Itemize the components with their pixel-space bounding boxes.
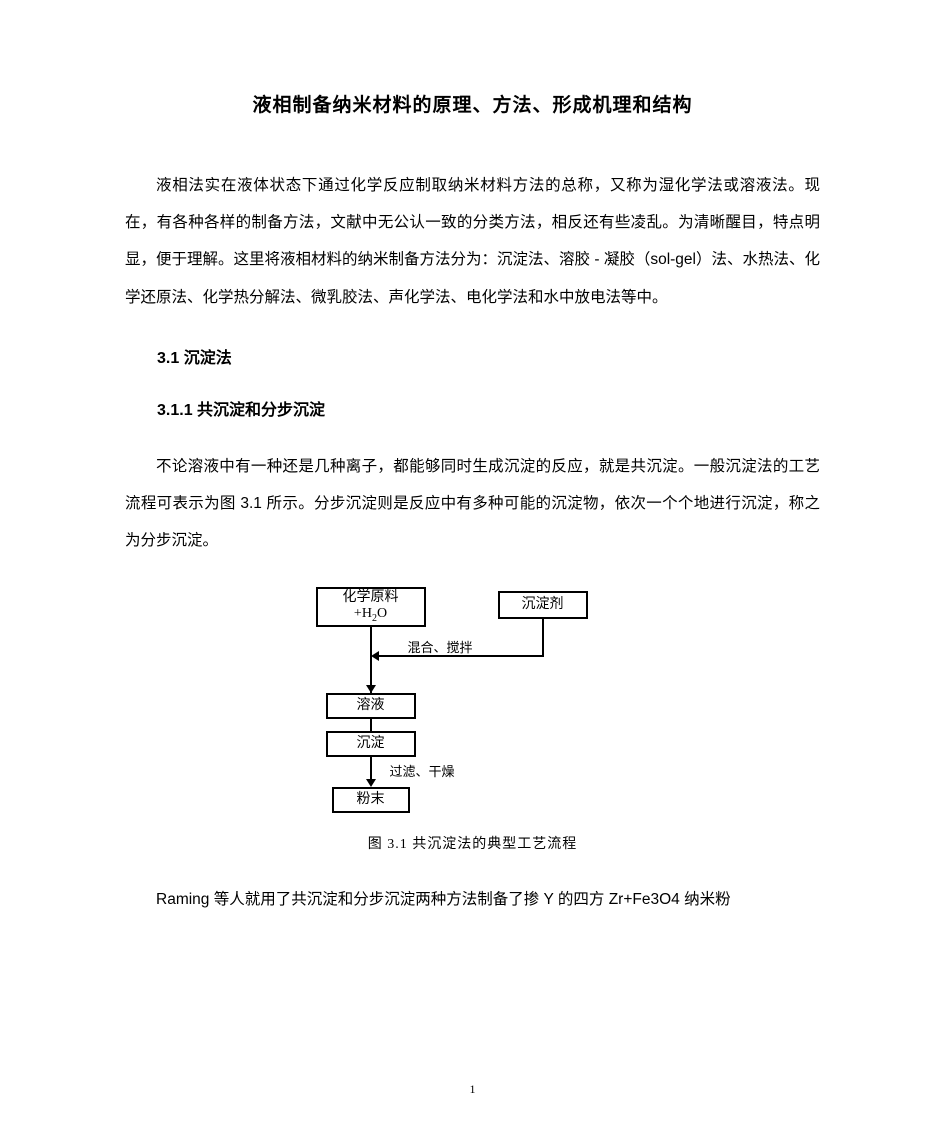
flow-node-precipitant: 沉淀剂 <box>498 591 588 619</box>
flow-label-mix: 混合、搅拌 <box>408 637 473 656</box>
section-3-1-heading: 3.1 沉淀法 <box>125 344 820 368</box>
section-3-1-1-heading: 3.1.1 共沉淀和分步沉淀 <box>125 396 820 420</box>
flow-node-a-line1: 化学原料 <box>343 590 399 607</box>
flowchart-canvas: 化学原料 +H2O 沉淀剂 混合、搅拌 溶液 沉淀 过滤、干燥 粉末 <box>308 587 638 827</box>
arrow-to-powder-icon <box>366 779 376 787</box>
intro-paragraph: 液相法实在液体状态下通过化学反应制取纳米材料方法的总称，又称为湿化学法或溶液法。… <box>125 167 820 316</box>
arrow-merge-icon <box>371 651 379 661</box>
para-3-1-1: 不论溶液中有一种还是几种离子，都能够同时生成沉淀的反应，就是共沉淀。一般沉淀法的… <box>125 448 820 560</box>
flow-node-a-line2: +H2O <box>354 606 387 625</box>
flowchart-caption: 图 3.1 共沉淀法的典型工艺流程 <box>368 833 578 853</box>
arrow-to-solution-icon <box>366 685 376 693</box>
flow-node-chem-raw: 化学原料 +H2O <box>316 587 426 627</box>
para-last: Raming 等人就用了共沉淀和分步沉淀两种方法制备了掺 Y 的四方 Zr+Fe… <box>125 881 820 918</box>
flow-node-powder: 粉末 <box>332 787 410 813</box>
page-number: 1 <box>0 1082 945 1097</box>
flowchart-figure: 化学原料 +H2O 沉淀剂 混合、搅拌 溶液 沉淀 过滤、干燥 粉末 图 3.1… <box>125 587 820 853</box>
flow-edge-c-d <box>370 719 372 731</box>
flow-edge-b-down <box>542 619 544 657</box>
flow-node-solution: 溶液 <box>326 693 416 719</box>
flow-label-filter: 过滤、干燥 <box>390 761 455 780</box>
flow-node-precipitate: 沉淀 <box>326 731 416 757</box>
page-title: 液相制备纳米材料的原理、方法、形成机理和结构 <box>125 90 820 117</box>
